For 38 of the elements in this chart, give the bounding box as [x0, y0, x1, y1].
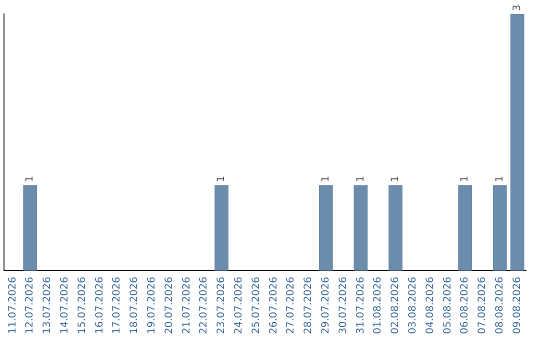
x-tick-label: 15.07.2026	[76, 276, 88, 334]
x-tick-label: 27.07.2026	[286, 276, 297, 334]
x-tick-label: 16.07.2026	[94, 276, 106, 334]
x-tick-label: 03.08.2026	[407, 276, 418, 334]
data-label: 3	[512, 4, 523, 11]
x-tick-label: 25.07.2026	[250, 276, 262, 334]
x-tick-label: 02.08.2026	[390, 276, 402, 334]
x-tick-label: 20.07.2026	[164, 276, 175, 334]
x-tick-label: 04.08.2026	[424, 276, 436, 334]
x-tick-label: 12.07.2026	[24, 276, 36, 334]
x-tick-label: 18.07.2026	[129, 276, 140, 334]
x-tick-label: 08.08.2026	[494, 276, 506, 334]
x-tick-label: 26.07.2026	[268, 276, 280, 334]
x-tick-label: 19.07.2026	[146, 276, 158, 334]
x-tick-label: 17.07.2026	[112, 276, 123, 334]
x-tick-label: 24.07.2026	[233, 276, 244, 334]
x-tick-label: 30.07.2026	[338, 276, 349, 334]
x-tick-label: 11.07.2026	[7, 276, 18, 334]
data-label: 1	[390, 176, 402, 182]
x-tick-label: 31.07.2026	[355, 276, 366, 334]
data-label: 1	[320, 176, 332, 182]
x-tick-label: 21.07.2026	[181, 276, 192, 334]
x-tick-label: 06.08.2026	[460, 276, 471, 334]
x-tick-label: 28.07.2026	[303, 276, 314, 334]
x-tick-label: 14.07.2026	[59, 276, 70, 334]
x-tick-label: 09.08.2026	[512, 276, 523, 334]
x-tick-label: 29.07.2026	[320, 276, 332, 334]
data-label: 1	[216, 176, 228, 182]
x-tick-label: 23.07.2026	[216, 276, 228, 334]
x-tick-label: 22.07.2026	[198, 276, 210, 334]
x-tick-label: 07.08.2026	[477, 276, 488, 334]
x-tick-label: 05.08.2026	[442, 276, 454, 334]
data-label: 1	[355, 176, 366, 182]
data-label: 1	[24, 176, 36, 182]
x-tick-label: 01.08.2026	[372, 276, 384, 334]
data-label: 1	[460, 176, 471, 182]
x-tick-label: 13.07.2026	[42, 276, 54, 334]
data-label: 1	[494, 176, 506, 182]
